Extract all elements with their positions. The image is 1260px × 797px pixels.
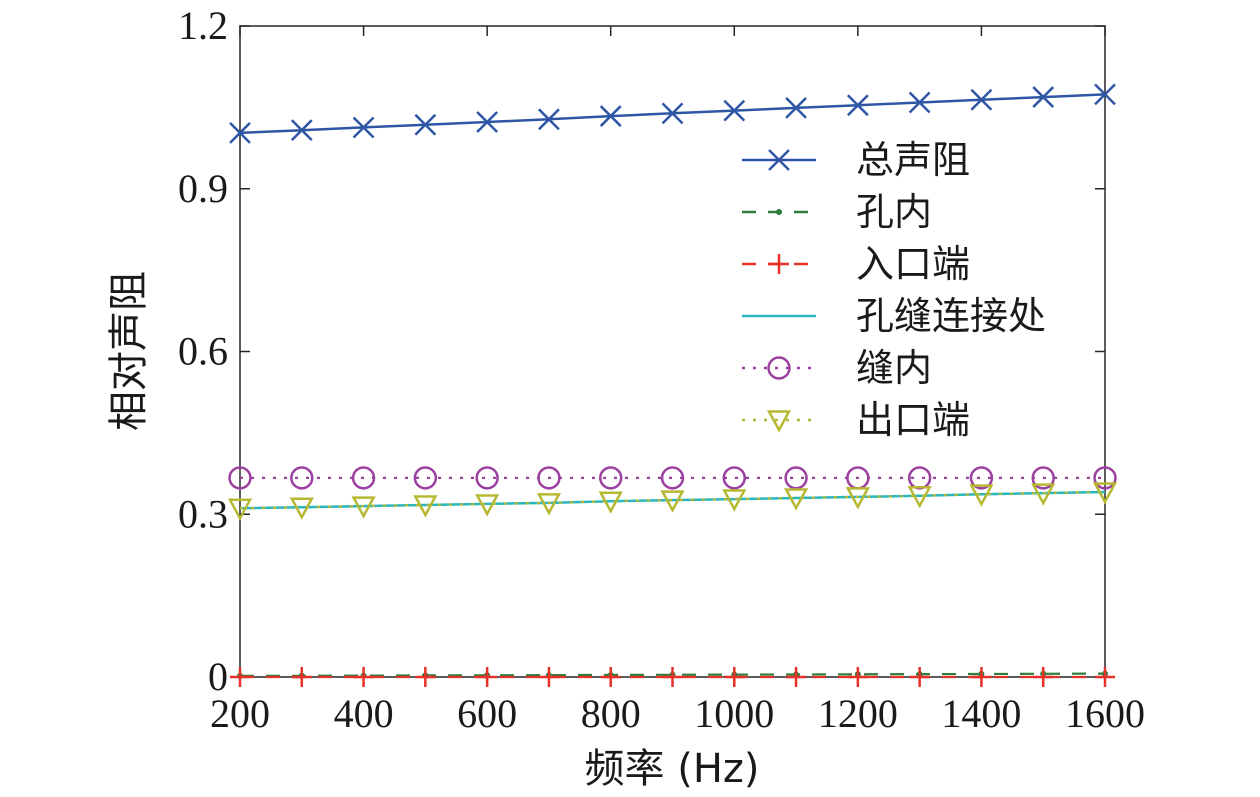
marker-x [229,121,251,144]
marker-circle [969,466,994,490]
legend-item-4: 缝内 [742,346,932,390]
series-layer [227,83,1118,687]
marker-triangle-down [351,496,376,519]
y-tick-label: 0 [208,654,228,699]
marker-x [768,149,790,171]
y-tick-label: 0.9 [178,166,228,211]
marker-plus [909,667,930,687]
legend-label: 入口端 [856,242,970,286]
marker-plus [230,667,250,687]
marker-triangle-down [845,487,870,510]
marker-plus [847,667,868,687]
marker-x [476,111,499,133]
legend-item-1: 孔内 [742,190,932,234]
marker-plus [662,667,683,687]
legend-label: 总声阻 [856,138,970,182]
marker-circle [1031,466,1055,490]
marker-point [776,209,782,215]
legend-item-3: 孔缝连接处 [742,294,1046,338]
marker-triangle-down [660,490,685,513]
marker-triangle-down [413,495,438,518]
marker-triangle-down [536,493,562,516]
marker-circle [767,356,791,380]
marker-triangle-down [1031,483,1056,506]
marker-triangle-down [722,489,747,512]
marker-plus [1095,667,1115,687]
legend-label: 缝内 [856,346,932,390]
legend-box [730,130,1090,450]
marker-x [970,88,993,111]
marker-triangle-down [766,410,792,433]
x-axis-title: 频率 (Hz) [585,746,760,792]
marker-x [414,113,437,136]
series-2 [230,667,1115,687]
marker-circle [660,466,685,490]
axis-ticks: 200 400 600 800 1000 1200 1400 1600 0 0.3 0.6 0.9 1.… [178,3,1145,736]
legend-label: 孔缝连接处 [856,294,1046,338]
marker-triangle-down [907,486,932,509]
marker-triangle-down [475,494,500,517]
legend-item-0: 总声阻 [742,138,970,182]
marker-plus [477,667,498,687]
marker-plus [291,667,312,687]
marker-plus [786,667,807,687]
marker-triangle-down [1092,482,1118,505]
series-line [239,490,1106,510]
marker-plus [769,254,789,274]
marker-x [723,99,746,122]
marker-circle [228,466,252,490]
legend-label: 出口端 [856,398,970,442]
marker-circle [1093,466,1117,490]
marker-x [1094,83,1116,106]
series-5 [227,482,1118,521]
marker-plus [971,667,992,687]
marker-x [908,91,931,114]
marker-x [599,105,622,127]
marker-x [661,102,684,125]
x-tick-label: 600 [457,691,517,736]
marker-circle [351,466,376,490]
y-tick-label: 0.3 [178,491,228,536]
series-4 [228,466,1117,490]
marker-x [290,119,313,142]
marker-plus [1033,667,1054,687]
x-tick-label: 1400 [941,691,1021,736]
y-tick-label: 0.6 [178,329,228,374]
marker-triangle-down [289,497,314,520]
marker-plus [724,667,745,687]
marker-triangle-down [969,484,994,507]
marker-triangle-down [227,498,253,521]
x-tick-label: 800 [581,691,641,736]
marker-x [785,97,807,119]
marker-circle [722,466,746,490]
legend-item-2: 入口端 [742,242,970,286]
marker-circle [290,466,314,490]
x-tick-label: 200 [210,691,270,736]
x-tick-label: 400 [334,691,394,736]
legend-item-5: 出口端 [742,398,970,442]
marker-x [846,94,869,117]
marker-triangle-down [598,491,623,514]
y-axis-title: 相对声阻 [106,271,152,431]
x-tick-label: 1200 [818,691,898,736]
marker-plus [600,667,621,687]
marker-x [352,116,375,139]
marker-plus [415,667,436,687]
marker-circle [413,466,438,490]
marker-x [538,108,560,131]
marker-circle [599,466,623,490]
marker-circle [475,466,499,490]
x-tick-label: 1000 [694,691,774,736]
series-0 [229,83,1116,144]
x-tick-label: 1600 [1065,691,1145,736]
y-tick-label: 1.2 [178,3,228,48]
marker-triangle-down [783,488,809,511]
marker-x [1032,86,1055,108]
marker-plus [538,667,559,687]
legend-label: 孔内 [856,190,932,234]
marker-circle [537,466,561,490]
marker-plus [353,667,374,687]
